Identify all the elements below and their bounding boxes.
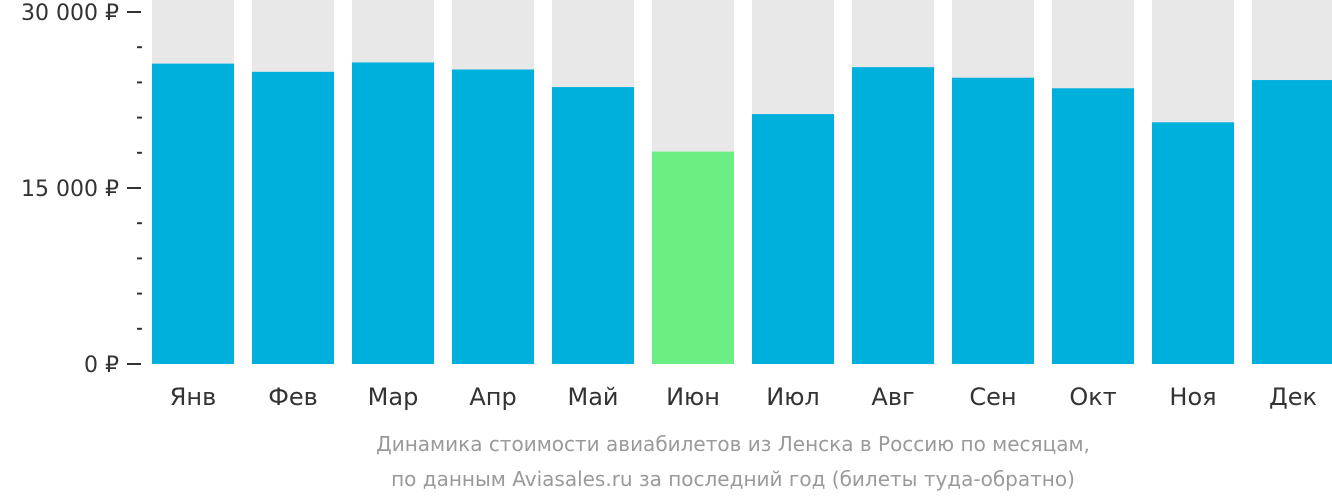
bar — [352, 62, 434, 364]
bar — [952, 77, 1034, 364]
x-tick-label: Мар — [368, 383, 419, 411]
bar — [1052, 88, 1134, 365]
x-tick-label: Окт — [1069, 383, 1116, 411]
chart-caption-line-1: Динамика стоимости авиабилетов из Ленска… — [376, 432, 1090, 456]
y-tick-label: 30 000 ₽ — [21, 1, 119, 26]
price-bar-chart: Янв Фев Мар Апр Май Июн Июл Авг Сен Окт Ноя Дек 0 ₽ 1… — [21, 0, 1332, 411]
x-tick-label: Янв — [170, 383, 217, 411]
x-tick-label: Ноя — [1169, 383, 1216, 411]
x-tick-label: Фев — [268, 383, 318, 411]
x-tick-label: Апр — [469, 383, 516, 411]
bar — [252, 71, 334, 364]
bar — [652, 151, 734, 364]
bar — [552, 87, 634, 365]
y-tick-label: 0 ₽ — [84, 353, 119, 378]
x-tick-label: Авг — [871, 383, 914, 411]
x-tick-label: Сен — [969, 383, 1016, 411]
chart-caption-line-2: по данным Aviasales.ru за последний год … — [391, 467, 1075, 491]
bar — [452, 69, 534, 364]
bar — [752, 114, 834, 364]
x-tick-label: Июн — [666, 383, 720, 411]
x-tick-label: Май — [567, 383, 618, 411]
y-tick-label: 15 000 ₽ — [21, 177, 119, 202]
bar — [852, 67, 934, 364]
bar — [1152, 122, 1234, 364]
x-tick-label: Июл — [766, 383, 820, 411]
x-tick-label: Дек — [1269, 383, 1317, 411]
bar — [152, 63, 234, 364]
bar — [1252, 80, 1332, 364]
